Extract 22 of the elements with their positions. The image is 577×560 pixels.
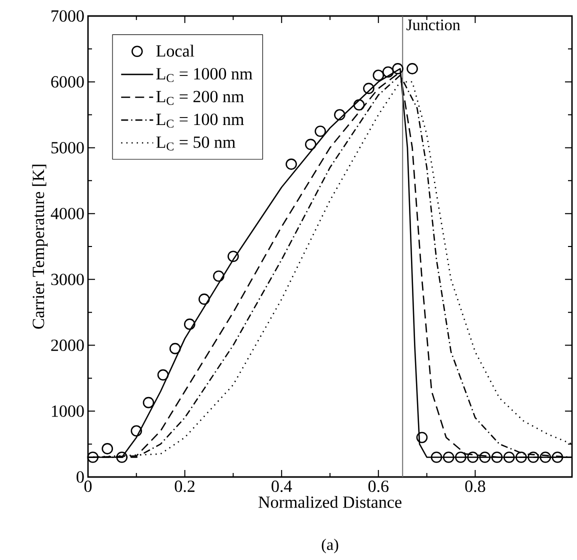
x-axis-title: Normalized Distance [258,496,402,508]
y-tick-label: 2000 [51,340,84,352]
y-tick-label: 6000 [51,76,84,88]
x-tick-label: 0.2 [174,480,194,492]
legend-label: L$_{C}$ = 50 nm [156,136,236,150]
legend-label: L$_{C}$ = 100 nm [156,114,244,128]
x-tick-label: 0.6 [368,480,389,492]
legend-label: L$_{C}$ = 200 nm [156,90,244,105]
y-tick-label: 4000 [50,208,84,220]
y-tick-label: 5000 [51,142,84,154]
y-tick-label: 3000 [51,274,84,286]
x-tick-label: 0.8 [465,480,486,492]
y-tick-label: 1000 [52,405,84,417]
y-axis-title: Carrier Temperature [K] [32,164,48,329]
y-tick-label: 7000 [52,10,84,22]
legend-label: L$_{C}$ = 1000 nm [156,68,252,82]
x-tick-label: 0 [84,480,92,492]
legend-label: Local [156,44,194,57]
y-tick-label: 0 [76,471,84,483]
ref-line-label: Junction [406,20,460,30]
x-tick-label: 0.4 [272,480,292,492]
text: (a) [322,538,338,554]
